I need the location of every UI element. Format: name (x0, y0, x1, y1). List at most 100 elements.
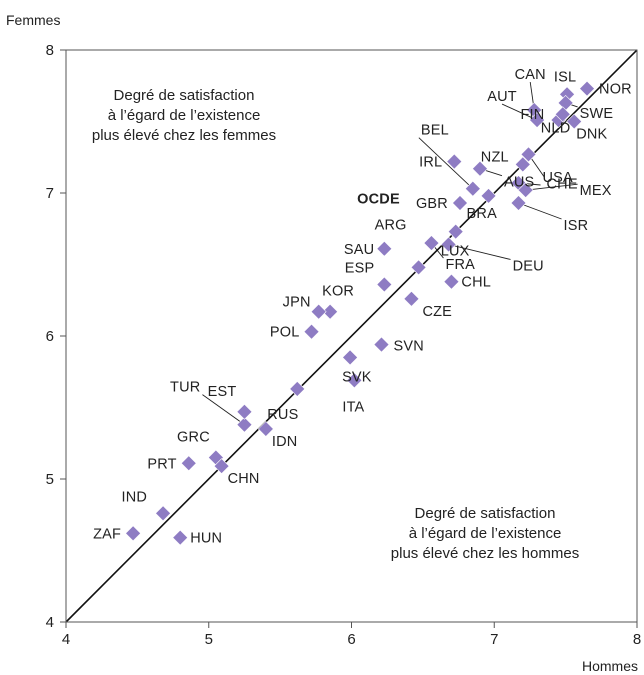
note-lower-right-2: à l’égard de l’existence (409, 525, 562, 542)
x-tick-label: 6 (347, 631, 355, 648)
point-ind (155, 505, 171, 522)
note-lower-right-3: plus élevé chez les hommes (391, 545, 579, 562)
point-lux (447, 223, 464, 240)
point-nld (554, 106, 571, 123)
label-swe: SWE (580, 106, 614, 122)
leader-line-bel (418, 137, 474, 190)
label-can: CAN (515, 67, 546, 83)
leader-line-aut (501, 103, 538, 121)
point-kor (322, 303, 339, 320)
y-tick-label: 7 (46, 185, 54, 202)
label-prt: PRT (147, 456, 176, 472)
x-tick-label: 5 (205, 631, 213, 648)
point-prt (180, 455, 197, 472)
point-mex (517, 182, 534, 199)
point-nor (579, 80, 595, 97)
note-upper-left-2: à l’égard de l’existence (108, 107, 261, 124)
point-isr (510, 195, 527, 211)
label-dnk: DNK (576, 127, 607, 143)
note-lower-right-1: Degré de satisfaction (415, 505, 556, 522)
leader-line-mex (525, 183, 578, 191)
label-hun: HUN (190, 531, 222, 547)
point-bel (464, 180, 481, 197)
label-fin: FIN (521, 107, 545, 123)
label-rus: RUS (267, 407, 298, 423)
label-grc: GRC (177, 430, 210, 446)
label-che: CHE (547, 176, 578, 192)
label-nor: NOR (599, 82, 632, 98)
note-upper-left-3: plus élevé chez les femmes (92, 127, 276, 144)
label-fra: FRA (445, 257, 475, 273)
label-aus: AUS (504, 175, 534, 191)
label-isl: ISL (554, 69, 576, 85)
point-aut (529, 112, 545, 128)
label-irl: IRL (419, 155, 442, 171)
y-tick-label: 6 (46, 328, 54, 345)
point-est (236, 403, 253, 420)
point-cze (403, 290, 420, 307)
label-bra: BRA (467, 206, 498, 222)
label-ita: ITA (342, 399, 364, 415)
label-svn: SVN (393, 339, 423, 355)
label-isr: ISR (564, 218, 589, 234)
label-kor: KOR (322, 284, 354, 300)
point-aus (472, 160, 488, 177)
label-sau: SAU (344, 242, 374, 258)
label-chn: CHN (228, 471, 260, 487)
point-svk (342, 349, 358, 366)
label-svk: SVK (342, 369, 372, 385)
point-dnk (566, 113, 583, 130)
label-gbr: GBR (416, 196, 448, 212)
label-pol: POL (270, 325, 300, 341)
label-mex: MEX (580, 183, 612, 199)
leader-line-isr (518, 202, 562, 220)
label-jpn: JPN (283, 295, 311, 311)
label-nzl: NZL (481, 149, 509, 165)
point-jpn (310, 303, 327, 320)
point-irl (446, 153, 463, 170)
point-hun (172, 529, 189, 546)
label-ind: IND (121, 489, 147, 505)
point-arg (410, 259, 427, 276)
y-tick-label: 5 (46, 471, 54, 488)
point-ita (346, 372, 363, 389)
label-tur: TUR (170, 380, 200, 396)
label-ocde: OCDE (357, 192, 400, 208)
label-deu: DEU (513, 258, 544, 274)
label-nld: NLD (541, 120, 571, 136)
point-chn (213, 458, 230, 475)
point-pol (303, 323, 320, 340)
y-tick-label: 4 (46, 614, 54, 631)
x-tick-label: 4 (62, 631, 70, 648)
leader-line-tur (202, 394, 245, 426)
x-tick-label: 8 (633, 631, 641, 648)
point-idn (257, 421, 274, 437)
y-tick-label: 8 (46, 42, 54, 59)
point-bra (480, 187, 497, 204)
point-zaf (125, 525, 142, 542)
point-sau (376, 240, 393, 257)
equality-line (65, 49, 638, 623)
x-axis-label: Hommes (582, 658, 638, 674)
point-rus (289, 380, 306, 397)
point-gbr (452, 195, 468, 211)
label-bel: BEL (421, 123, 449, 139)
point-svn (373, 336, 390, 353)
x-tick-label: 7 (490, 631, 498, 648)
point-tur (236, 416, 253, 433)
point-esp (376, 276, 393, 293)
y-axis-label: Femmes (6, 12, 60, 28)
point-nzl (514, 156, 531, 173)
label-usa: USA (543, 170, 574, 186)
label-zaf: ZAF (93, 526, 121, 542)
label-est: EST (208, 384, 237, 400)
point-fra (423, 235, 440, 251)
label-aut: AUT (487, 89, 517, 105)
label-idn: IDN (272, 434, 298, 450)
point-che (520, 146, 537, 163)
note-upper-left-1: Degré de satisfaction (114, 87, 255, 104)
label-esp: ESP (345, 261, 375, 277)
label-cze: CZE (422, 304, 452, 320)
leader-line-deu (448, 244, 511, 260)
